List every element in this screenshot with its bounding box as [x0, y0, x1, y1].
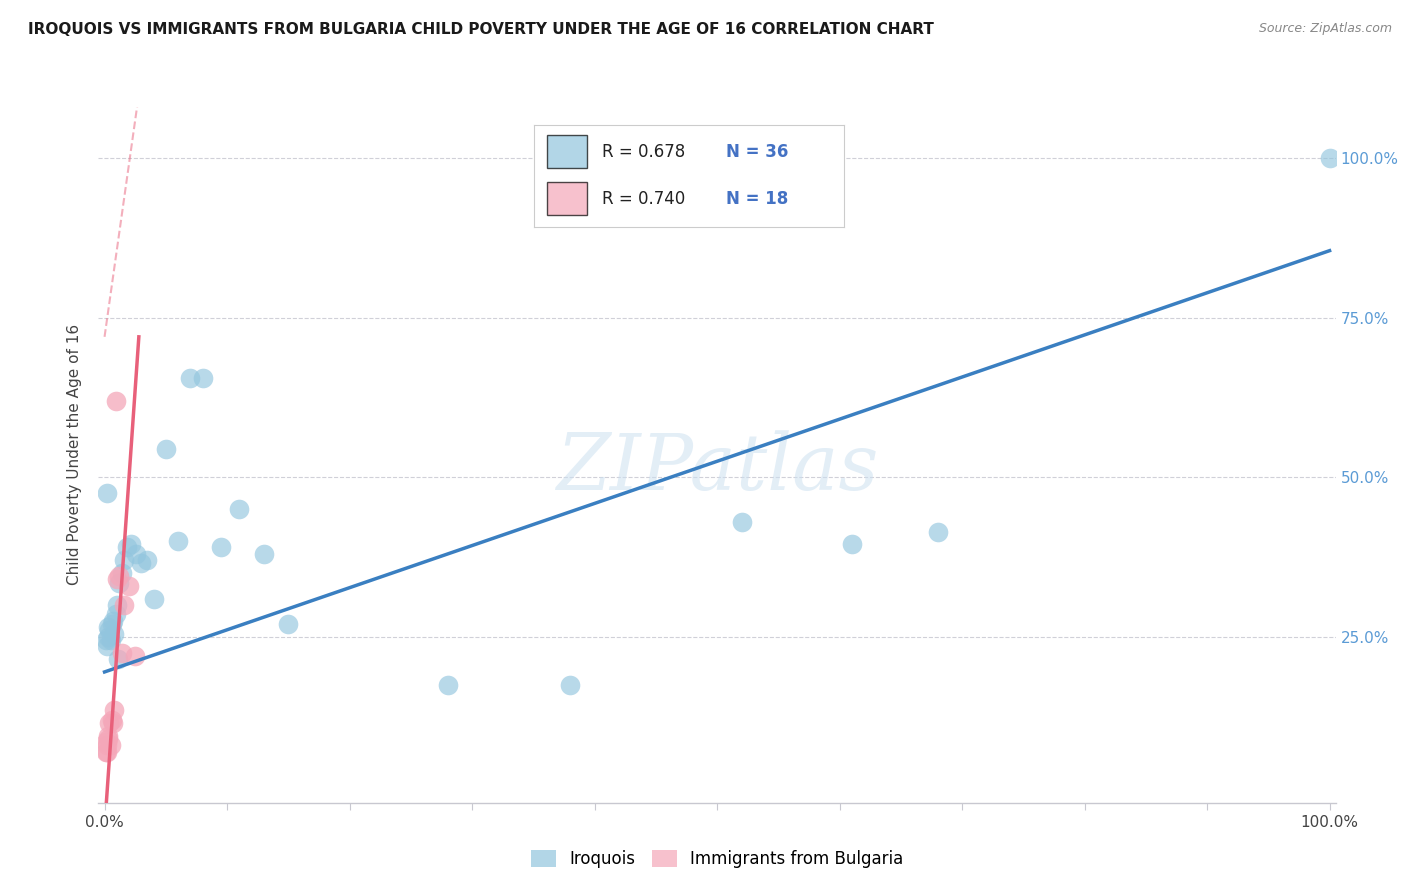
Point	[927, 524, 949, 539]
Point	[97, 620, 120, 634]
FancyBboxPatch shape	[547, 182, 586, 215]
Point	[191, 371, 214, 385]
Y-axis label: Child Poverty Under the Age of 16: Child Poverty Under the Age of 16	[67, 325, 83, 585]
Point	[129, 557, 152, 571]
Point	[209, 541, 232, 555]
Point	[101, 617, 124, 632]
Point	[98, 716, 121, 731]
Point	[179, 371, 201, 385]
FancyBboxPatch shape	[547, 136, 586, 168]
Point	[103, 626, 125, 640]
Text: N = 36: N = 36	[725, 143, 789, 161]
Point	[115, 541, 138, 555]
Point	[94, 745, 117, 759]
Point	[841, 537, 863, 551]
Point	[105, 598, 128, 612]
Point	[112, 598, 135, 612]
Text: N = 18: N = 18	[725, 190, 789, 208]
Point	[142, 591, 165, 606]
Point	[121, 537, 143, 551]
Point	[125, 547, 148, 561]
Point	[1319, 151, 1341, 165]
Point	[96, 745, 118, 759]
Point	[103, 703, 125, 717]
Point	[136, 553, 159, 567]
Point	[107, 652, 129, 666]
Point	[111, 646, 134, 660]
Legend: Iroquois, Immigrants from Bulgaria: Iroquois, Immigrants from Bulgaria	[524, 843, 910, 874]
Point	[277, 617, 299, 632]
Point	[104, 393, 127, 408]
Point	[98, 624, 121, 638]
Point	[100, 739, 122, 753]
Point	[105, 573, 128, 587]
Text: R = 0.740: R = 0.740	[602, 190, 686, 208]
Point	[108, 569, 131, 583]
Point	[253, 547, 276, 561]
Point	[96, 486, 118, 500]
Point	[101, 716, 124, 731]
Point	[97, 731, 120, 746]
Point	[108, 575, 131, 590]
Point	[101, 614, 124, 628]
Text: IROQUOIS VS IMMIGRANTS FROM BULGARIA CHILD POVERTY UNDER THE AGE OF 16 CORRELATI: IROQUOIS VS IMMIGRANTS FROM BULGARIA CHI…	[28, 22, 934, 37]
Point	[104, 607, 127, 622]
Point	[558, 678, 581, 692]
Point	[97, 729, 120, 743]
Point	[94, 735, 117, 749]
Point	[118, 579, 141, 593]
Point	[124, 648, 146, 663]
Point	[155, 442, 177, 456]
Point	[94, 633, 117, 648]
Point	[111, 566, 134, 580]
Text: ZIPatlas: ZIPatlas	[555, 431, 879, 507]
Point	[100, 633, 122, 648]
Text: R = 0.678: R = 0.678	[602, 143, 686, 161]
Point	[167, 534, 190, 549]
Point	[112, 553, 135, 567]
Point	[96, 739, 118, 753]
Point	[436, 678, 458, 692]
Point	[228, 502, 250, 516]
Text: Source: ZipAtlas.com: Source: ZipAtlas.com	[1258, 22, 1392, 36]
Point	[101, 713, 124, 727]
Point	[97, 630, 120, 644]
Point	[730, 515, 752, 529]
Point	[96, 640, 118, 654]
